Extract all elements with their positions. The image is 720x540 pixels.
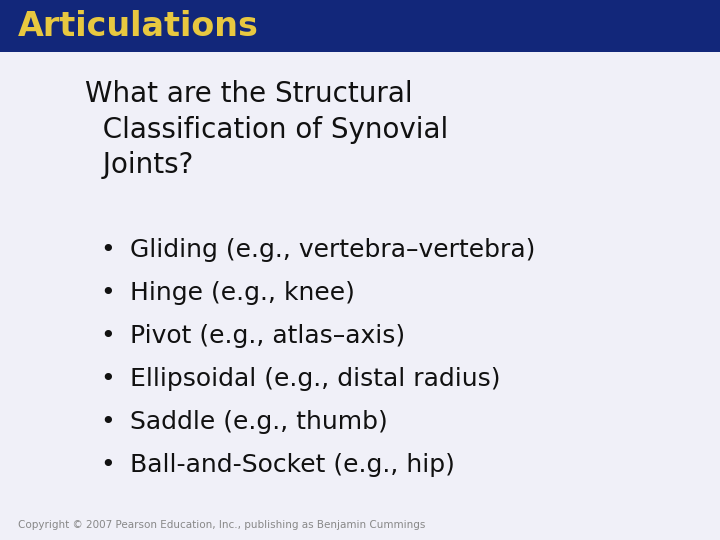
Text: What are the Structural
  Classification of Synovial
  Joints?: What are the Structural Classification o… xyxy=(85,80,449,179)
Text: Saddle (e.g., thumb): Saddle (e.g., thumb) xyxy=(130,410,388,434)
Text: Gliding (e.g., vertebra–vertebra): Gliding (e.g., vertebra–vertebra) xyxy=(130,238,536,262)
Text: Articulations: Articulations xyxy=(18,10,259,43)
Text: Ball-and-Socket (e.g., hip): Ball-and-Socket (e.g., hip) xyxy=(130,453,455,477)
Text: Pivot (e.g., atlas–axis): Pivot (e.g., atlas–axis) xyxy=(130,324,405,348)
Text: Copyright © 2007 Pearson Education, Inc., publishing as Benjamin Cummings: Copyright © 2007 Pearson Education, Inc.… xyxy=(18,520,426,530)
Text: •: • xyxy=(101,238,115,262)
Text: •: • xyxy=(101,410,115,434)
Text: •: • xyxy=(101,281,115,305)
Text: •: • xyxy=(101,367,115,391)
Text: •: • xyxy=(101,324,115,348)
Text: •: • xyxy=(101,453,115,477)
FancyBboxPatch shape xyxy=(0,0,720,52)
Text: Ellipsoidal (e.g., distal radius): Ellipsoidal (e.g., distal radius) xyxy=(130,367,500,391)
Text: Hinge (e.g., knee): Hinge (e.g., knee) xyxy=(130,281,355,305)
